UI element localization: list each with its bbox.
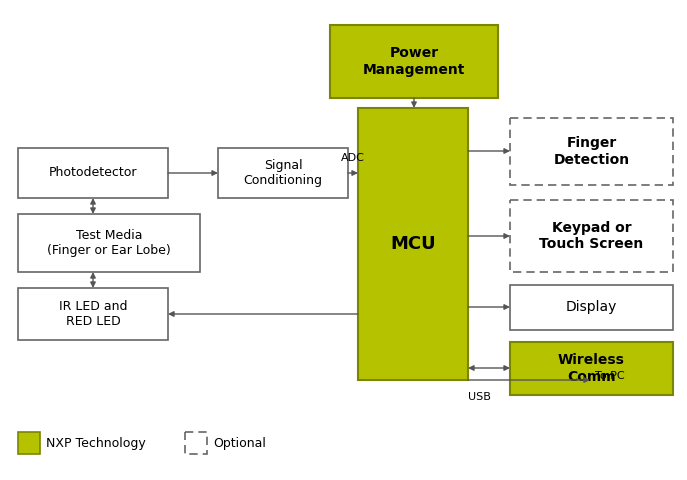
Bar (185, 432, 207, 454)
Text: Photodetector: Photodetector (49, 167, 137, 180)
Bar (330, 25, 498, 98)
Bar (358, 108, 468, 380)
Bar (510, 285, 673, 330)
Bar (18, 148, 168, 198)
Text: Signal
Conditioning: Signal Conditioning (243, 159, 322, 187)
Text: To PC: To PC (595, 371, 624, 381)
Bar (18, 288, 168, 340)
Bar (218, 148, 348, 198)
Text: Test Media
(Finger or Ear Lobe): Test Media (Finger or Ear Lobe) (47, 229, 171, 257)
Text: ADC: ADC (341, 153, 365, 163)
Bar (18, 432, 40, 454)
Text: Optional: Optional (213, 436, 266, 449)
Bar (510, 342, 673, 395)
Bar (18, 214, 200, 272)
Text: MCU: MCU (390, 235, 436, 253)
Text: Wireless
Comm: Wireless Comm (558, 353, 625, 384)
Bar (510, 118, 673, 185)
Text: Finger
Detection: Finger Detection (554, 136, 629, 167)
Text: USB: USB (468, 392, 491, 402)
Text: IR LED and
RED LED: IR LED and RED LED (59, 300, 127, 328)
Text: Power
Management: Power Management (363, 47, 465, 77)
Text: Display: Display (566, 300, 617, 314)
Text: NXP Technology: NXP Technology (46, 436, 146, 449)
Bar (510, 200, 673, 272)
Text: Keypad or
Touch Screen: Keypad or Touch Screen (539, 221, 644, 251)
